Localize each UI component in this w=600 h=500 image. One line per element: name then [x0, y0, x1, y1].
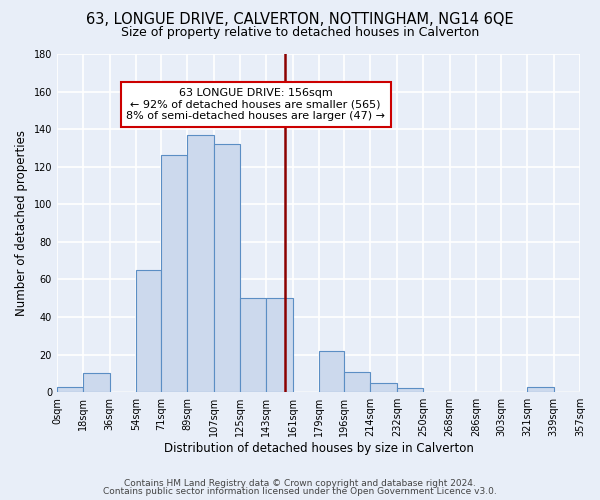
Text: 63 LONGUE DRIVE: 156sqm
← 92% of detached houses are smaller (565)
8% of semi-de: 63 LONGUE DRIVE: 156sqm ← 92% of detache… [126, 88, 385, 121]
Text: Contains public sector information licensed under the Open Government Licence v3: Contains public sector information licen… [103, 487, 497, 496]
Bar [527, 386, 554, 392]
Bar [57, 386, 83, 392]
Bar [344, 372, 370, 392]
Bar [83, 374, 110, 392]
Text: Size of property relative to detached houses in Calverton: Size of property relative to detached ho… [121, 26, 479, 39]
Text: Contains HM Land Registry data © Crown copyright and database right 2024.: Contains HM Land Registry data © Crown c… [124, 478, 476, 488]
X-axis label: Distribution of detached houses by size in Calverton: Distribution of detached houses by size … [164, 442, 473, 455]
Bar [319, 351, 344, 392]
Bar [266, 298, 293, 392]
Bar [136, 270, 161, 392]
Y-axis label: Number of detached properties: Number of detached properties [15, 130, 28, 316]
Bar [370, 383, 397, 392]
Bar [214, 144, 240, 392]
Bar [187, 135, 214, 392]
Text: 63, LONGUE DRIVE, CALVERTON, NOTTINGHAM, NG14 6QE: 63, LONGUE DRIVE, CALVERTON, NOTTINGHAM,… [86, 12, 514, 28]
Bar [397, 388, 423, 392]
Bar [161, 156, 187, 392]
Bar [240, 298, 266, 392]
